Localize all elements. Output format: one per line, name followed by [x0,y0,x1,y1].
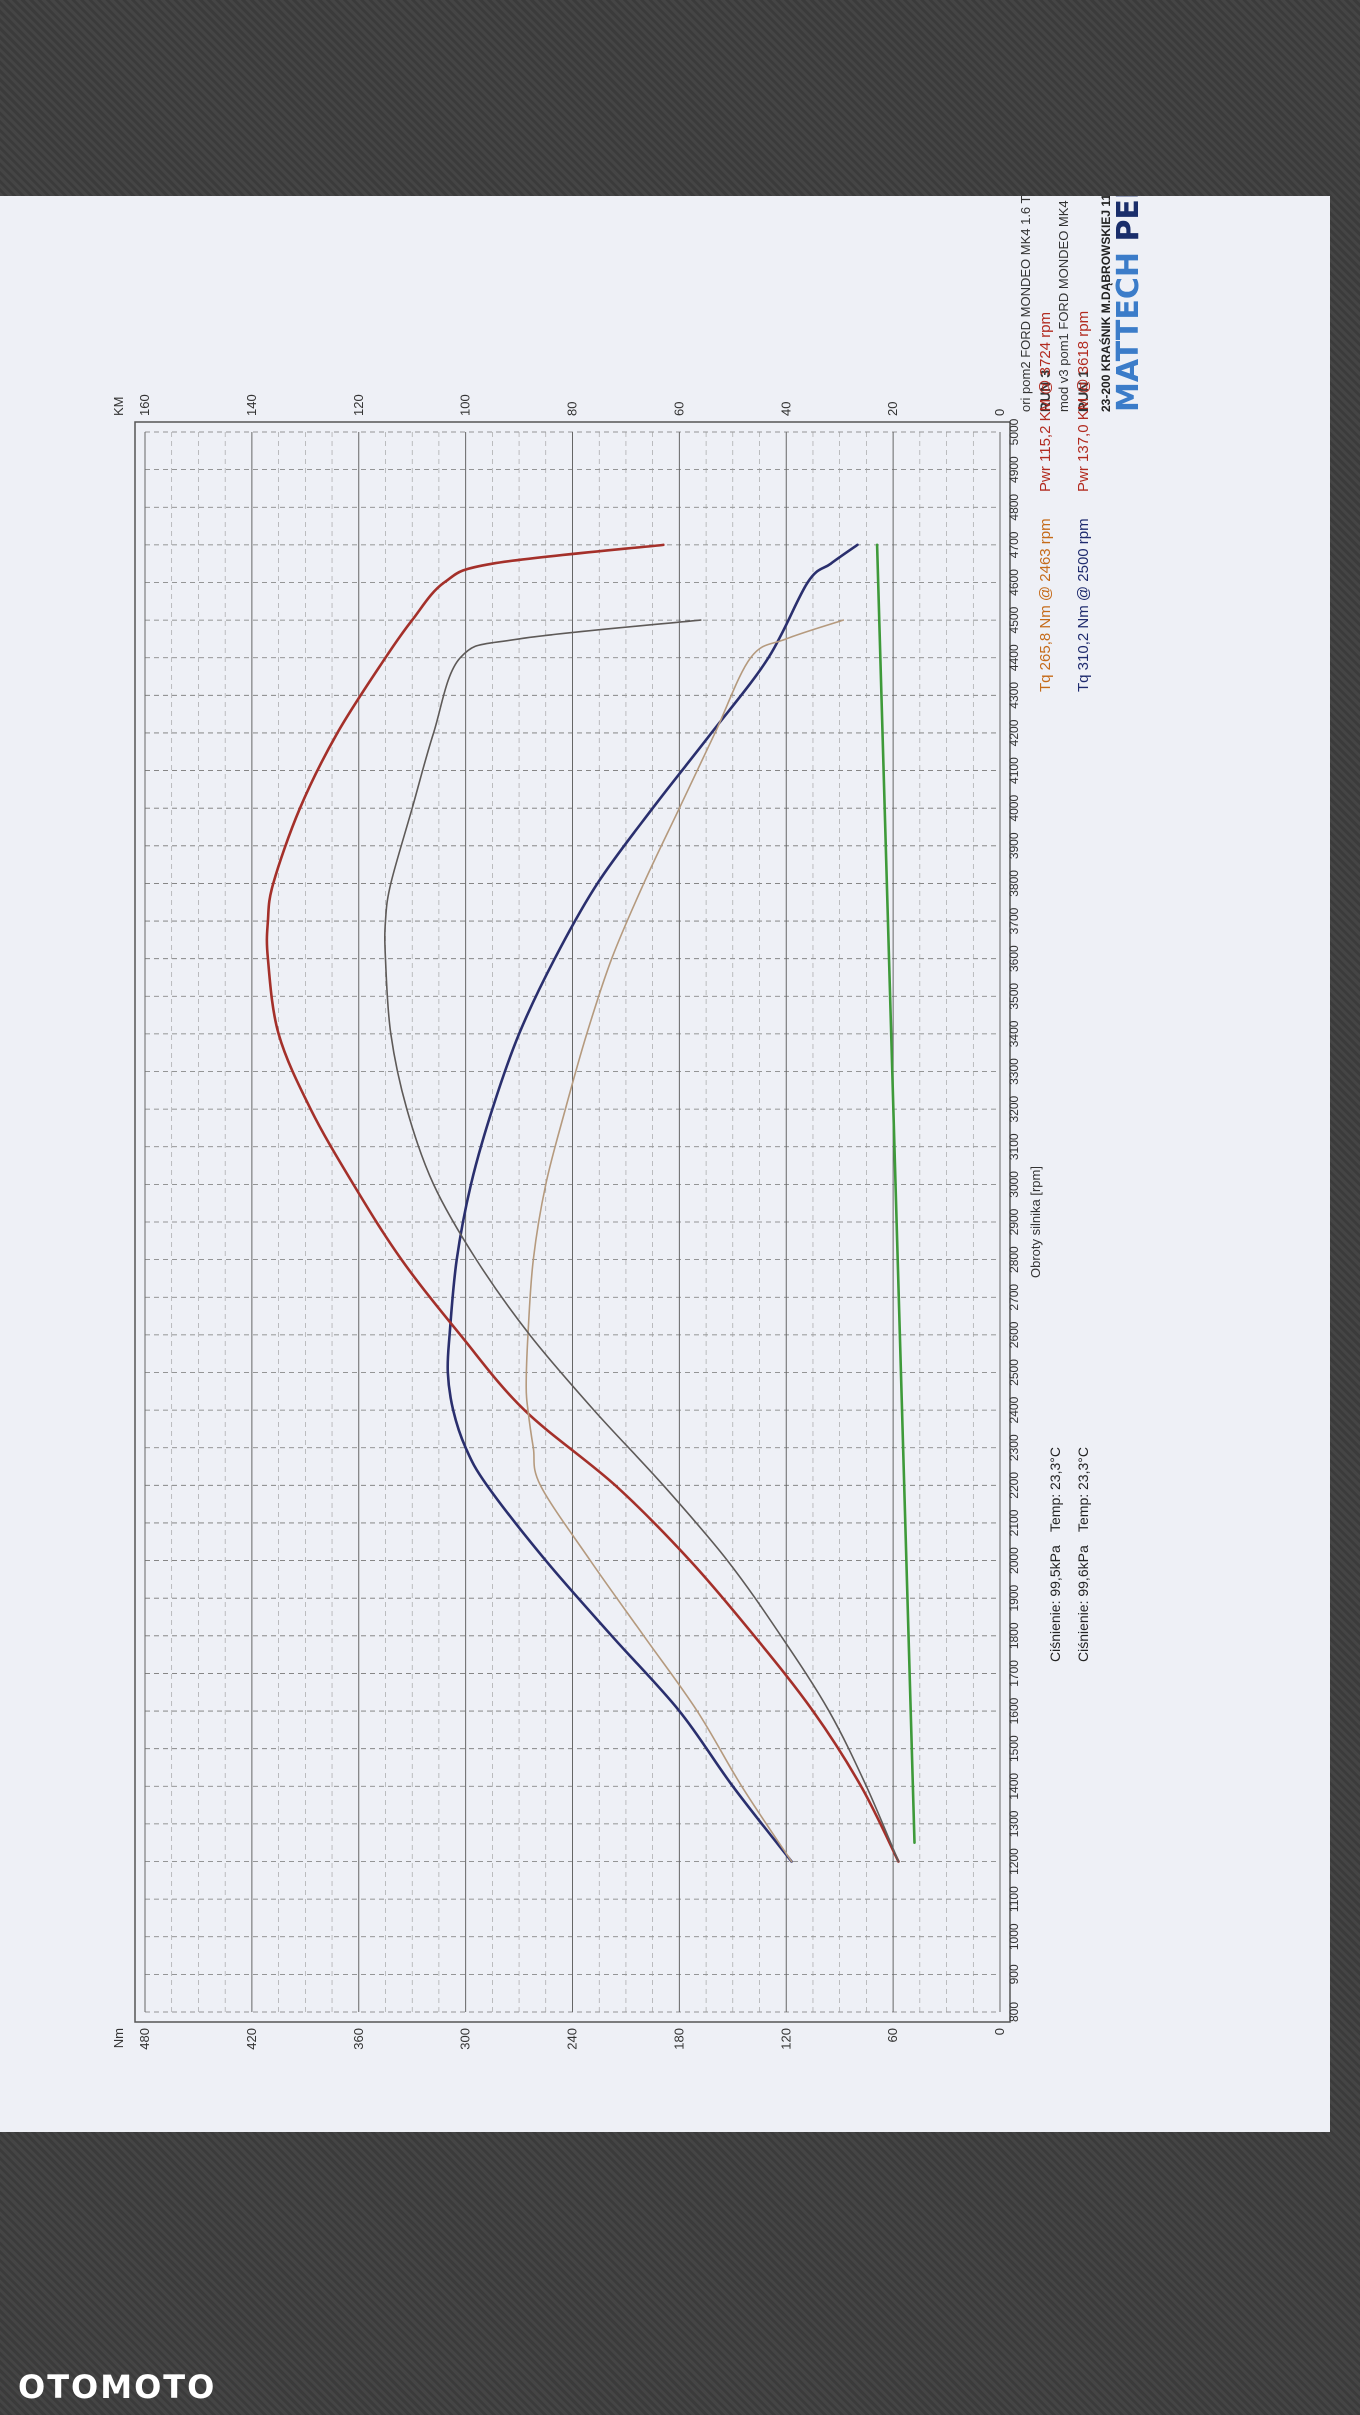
address-line: 23-200 KRAŚNIK M.DĄBROWSKIEJ 11 TEL. 669… [1098,196,1113,412]
x-tick-label: 2000 [1007,1547,1021,1574]
y-right-tick-label: 120 [351,394,366,416]
run1-pressure: Ciśnienie: 99,6kPa [1075,1545,1091,1662]
x-tick-label: 4600 [1007,569,1021,596]
dyno-chart: 8009001000110012001300140015001600170018… [111,196,1146,2050]
brand-mat: MAT [1111,340,1146,412]
run1-torque: Tq 310,2 Nm @ 2500 rpm [1075,518,1092,692]
x-tick-label: 2500 [1007,1359,1021,1386]
x-tick-label: 1700 [1007,1660,1021,1687]
x-tick-label: 4200 [1007,719,1021,746]
y-left-tick-label: 360 [351,2028,366,2050]
brand-tech: TECH [1111,252,1146,340]
y-left-tick-label: 300 [458,2028,473,2050]
x-tick-label: 900 [1007,1964,1021,1984]
y-left-tick-label: 420 [244,2028,259,2050]
x-tick-label: 3200 [1007,1095,1021,1122]
y-right-tick-label: 0 [992,409,1007,416]
run3-pressure: Ciśnienie: 99,5kPa [1047,1545,1063,1662]
run3-label: RUN 3 [1037,370,1053,412]
y-right-tick-label: 80 [565,402,580,416]
x-tick-label: 1000 [1007,1923,1021,1950]
x-tick-label: 4700 [1007,531,1021,558]
y-right-tick-label: 100 [458,394,473,416]
x-tick-label: 1200 [1007,1848,1021,1875]
x-tick-label: 2300 [1007,1434,1021,1461]
y-right-axis-label: KM [111,397,126,417]
brand-performance: PERFORMANCE [1111,196,1146,252]
x-tick-label: 1900 [1007,1585,1021,1612]
run1-label: RUN 1 [1075,370,1091,412]
run1-desc: mod v3 pom1 FORD MONDEO MK4 1.6 TDCI 115… [1056,196,1071,412]
x-tick-label: 3600 [1007,945,1021,972]
x-tick-label: 3700 [1007,907,1021,934]
series-run-1-power-line [265,543,900,1863]
run3-power: Pwr 115,2 KM @ 3724 rpm [1037,312,1054,492]
x-tick-label: 2600 [1007,1321,1021,1348]
x-tick-label: 2700 [1007,1284,1021,1311]
series-loss-loss-line [875,543,916,1845]
run3-desc: ori pom2 FORD MONDEO MK4 1.6 TDCI 115 WP… [1018,196,1033,412]
x-tick-label: 4400 [1007,644,1021,671]
y-right-tick-label: 60 [671,402,686,416]
x-tick-label: 5000 [1007,418,1021,445]
x-tick-label: 3400 [1007,1020,1021,1047]
x-axis-label: Obroty silnika [rpm] [1028,1166,1043,1278]
run1-power: Pwr 137,0 KM @ 3618 rpm [1075,311,1092,492]
brand-title: MATTECH PERFORMANCE [1111,196,1146,412]
series-run-3-power-line [384,619,900,1863]
run3-torque: Tq 265,8 Nm @ 2463 rpm [1037,518,1054,692]
run1-temp: Temp: 23,3°C [1075,1447,1091,1532]
y-left-tick-label: 240 [565,2028,580,2050]
x-tick-label: 2400 [1007,1396,1021,1423]
run3-temp: Temp: 23,3°C [1047,1447,1063,1532]
series-run-1-torque-line [446,543,859,1863]
y-left-axis-label: Nm [111,2028,126,2048]
x-tick-label: 4800 [1007,494,1021,521]
y-right-tick-label: 160 [137,394,152,416]
y-right-tick-label: 140 [244,394,259,416]
x-tick-label: 3800 [1007,870,1021,897]
x-tick-label: 2900 [1007,1208,1021,1235]
x-tick-label: 1600 [1007,1697,1021,1724]
x-tick-label: 2200 [1007,1472,1021,1499]
x-tick-label: 3300 [1007,1058,1021,1085]
y-left-tick-label: 120 [778,2028,793,2050]
x-tick-label: 1500 [1007,1735,1021,1762]
plot-frame [134,421,1011,2023]
x-tick-label: 1300 [1007,1810,1021,1837]
x-tick-label: 3500 [1007,983,1021,1010]
x-tick-label: 1400 [1007,1773,1021,1800]
x-tick-label: 3100 [1007,1133,1021,1160]
y-left-tick-label: 180 [671,2028,686,2050]
x-tick-label: 2800 [1007,1246,1021,1273]
otomoto-watermark: OTOMOTO [18,2368,217,2406]
y-left-tick-label: 60 [885,2028,900,2042]
y-right-tick-label: 40 [778,402,793,416]
x-tick-label: 3900 [1007,832,1021,859]
series-run-3-torque-line [525,619,845,1863]
x-tick-label: 2100 [1007,1509,1021,1536]
y-left-tick-label: 0 [992,2028,1007,2035]
dyno-sheet: 800 900 1000 1100 1200 1300 1400 1500 1600 1700 18… [0,196,1330,2132]
x-tick-label: 3000 [1007,1171,1021,1198]
x-tick-label: 1100 [1007,1886,1021,1912]
x-tick-label: 800 [1007,2002,1021,2022]
x-tick-label: 4100 [1007,757,1021,784]
x-tick-label: 4500 [1007,606,1021,633]
y-right-tick-label: 20 [885,402,900,416]
y-left-tick-label: 480 [137,2028,152,2050]
x-tick-label: 4900 [1007,456,1021,483]
x-tick-label: 4300 [1007,682,1021,709]
x-tick-label: 1800 [1007,1622,1021,1649]
x-tick-label: 4000 [1007,795,1021,822]
